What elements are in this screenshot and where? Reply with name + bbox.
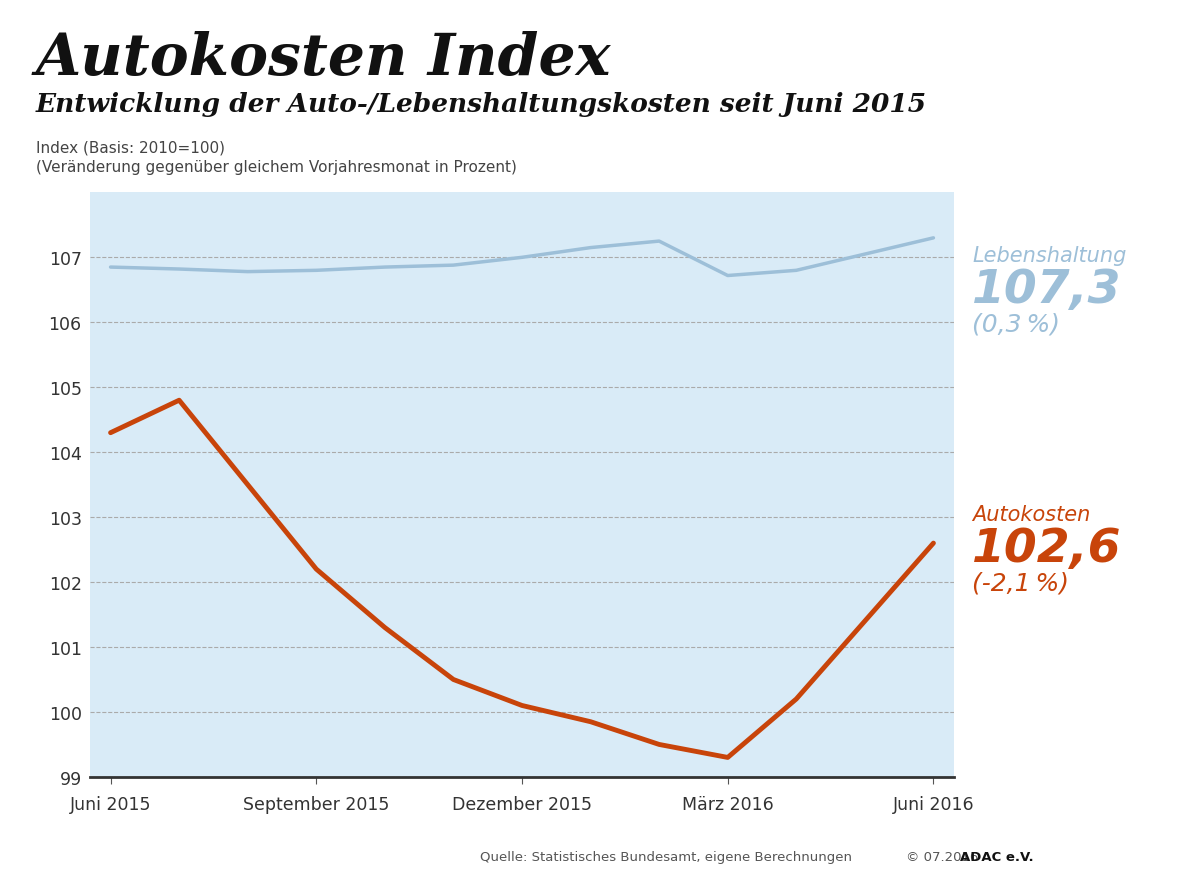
Text: (Veränderung gegenüber gleichem Vorjahresmonat in Prozent): (Veränderung gegenüber gleichem Vorjahre… xyxy=(36,160,517,175)
Text: Autokosten: Autokosten xyxy=(972,505,1091,525)
Text: Quelle: Statistisches Bundesamt, eigene Berechnungen: Quelle: Statistisches Bundesamt, eigene … xyxy=(480,850,852,862)
Text: ADAC e.V.: ADAC e.V. xyxy=(960,850,1033,862)
Text: © 07.2016: © 07.2016 xyxy=(906,850,978,862)
Text: 107,3: 107,3 xyxy=(972,268,1122,313)
Text: Index (Basis: 2010=100): Index (Basis: 2010=100) xyxy=(36,140,226,155)
Text: Entwicklung der Auto-/Lebenshaltungskosten seit Juni 2015: Entwicklung der Auto-/Lebenshaltungskost… xyxy=(36,92,928,117)
Text: (0,3 %): (0,3 %) xyxy=(972,312,1060,335)
Text: Lebenshaltung: Lebenshaltung xyxy=(972,246,1127,266)
Text: Autokosten Index: Autokosten Index xyxy=(36,31,611,87)
Text: (-2,1 %): (-2,1 %) xyxy=(972,571,1069,594)
Text: 102,6: 102,6 xyxy=(972,527,1122,572)
